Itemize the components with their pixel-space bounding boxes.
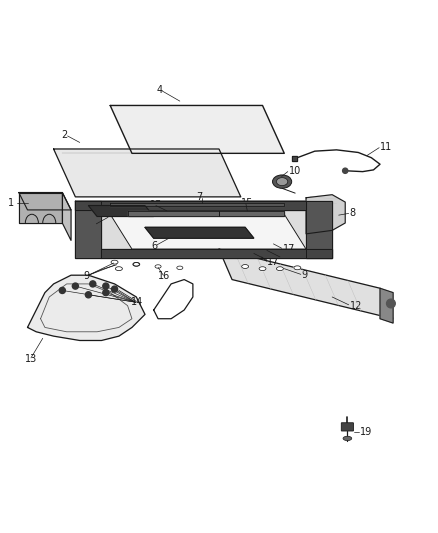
Polygon shape [380,288,393,323]
Polygon shape [110,106,284,154]
Circle shape [112,286,117,292]
FancyBboxPatch shape [341,423,353,431]
Polygon shape [75,201,332,258]
Ellipse shape [343,436,352,441]
Text: 19: 19 [360,427,372,437]
Circle shape [343,168,348,173]
Polygon shape [110,214,306,249]
Ellipse shape [111,260,118,264]
Ellipse shape [242,264,249,269]
Polygon shape [75,201,306,210]
Polygon shape [75,201,102,258]
Text: 9: 9 [302,270,308,280]
Text: 11: 11 [380,142,392,152]
Ellipse shape [133,263,139,266]
Text: 6: 6 [152,240,158,251]
Text: 4: 4 [156,85,162,95]
Circle shape [72,283,78,289]
Polygon shape [306,195,345,234]
Polygon shape [145,228,254,238]
Circle shape [103,289,109,296]
Text: 14: 14 [131,297,143,307]
Ellipse shape [276,177,288,185]
Text: 13: 13 [25,354,38,364]
Circle shape [387,299,395,308]
Ellipse shape [272,175,292,188]
Polygon shape [110,204,284,206]
Text: 12: 12 [350,301,362,311]
Ellipse shape [294,266,301,270]
Polygon shape [219,249,393,319]
Text: 2: 2 [61,130,68,140]
Polygon shape [28,275,145,341]
Text: 17: 17 [283,244,295,254]
Text: 17: 17 [267,257,280,267]
Circle shape [85,292,92,298]
Text: 6: 6 [91,220,97,230]
Ellipse shape [133,262,140,266]
Text: 16: 16 [158,271,170,281]
Circle shape [103,283,109,289]
Circle shape [59,287,65,294]
Ellipse shape [276,266,283,271]
Polygon shape [219,211,284,215]
Polygon shape [127,211,219,215]
Ellipse shape [177,266,183,270]
Polygon shape [88,206,154,216]
Text: 15: 15 [150,200,162,209]
Text: 7: 7 [196,192,203,202]
Ellipse shape [259,266,266,271]
Text: 10: 10 [289,166,301,176]
Polygon shape [19,192,71,210]
Polygon shape [292,156,297,161]
Polygon shape [19,192,62,223]
Text: 1: 1 [8,198,14,208]
Polygon shape [306,201,332,258]
Polygon shape [62,192,71,240]
Ellipse shape [155,265,161,268]
Polygon shape [53,149,241,197]
Text: 9: 9 [83,271,89,281]
Text: 8: 8 [350,208,356,219]
Ellipse shape [116,266,122,271]
Polygon shape [102,249,332,258]
Text: 15: 15 [241,198,253,208]
Circle shape [90,281,96,287]
